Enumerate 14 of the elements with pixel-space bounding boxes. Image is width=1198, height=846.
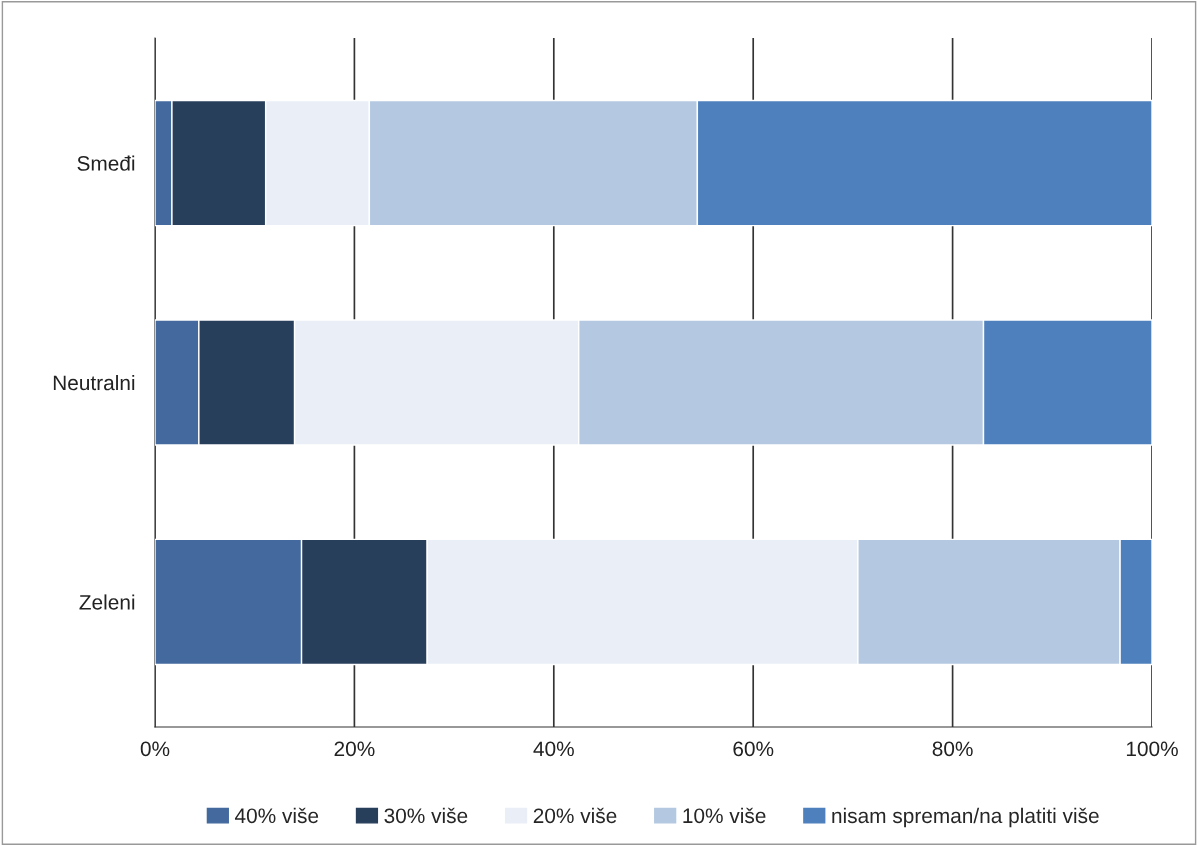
x-tick-label: 0% bbox=[140, 741, 170, 757]
legend-label: nisam spreman/na platiti više bbox=[832, 807, 1099, 828]
legend-label: 10% više bbox=[683, 807, 766, 824]
x-tick-label: 20% bbox=[334, 741, 375, 757]
x-tick-label: 60% bbox=[733, 741, 774, 757]
legend-label: 30% više bbox=[384, 807, 468, 824]
x-tick-label: 80% bbox=[932, 741, 973, 757]
legend-label: 40% više bbox=[234, 807, 319, 824]
x-tick-label: 40% bbox=[533, 741, 574, 757]
y-tick-label: Smeđi bbox=[77, 155, 135, 171]
y-tick-label: Neutralni bbox=[53, 374, 135, 391]
x-tick-label: 100% bbox=[1126, 741, 1178, 757]
y-tick-label: Zeleni bbox=[79, 594, 135, 610]
legend-label: 20% više bbox=[533, 807, 617, 824]
